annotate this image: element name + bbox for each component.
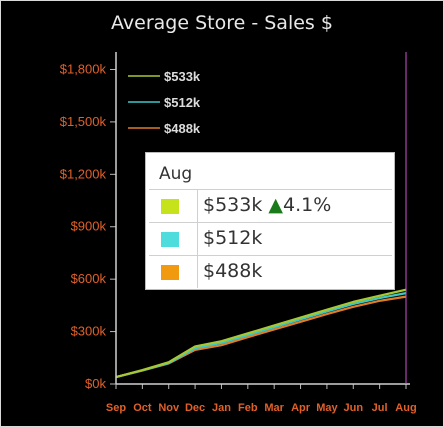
series-swatch <box>161 265 179 280</box>
series-swatch <box>161 199 179 214</box>
tooltip-row: $533k ▲4.1% <box>149 189 392 222</box>
chart-title: Average Store - Sales $ <box>111 12 333 34</box>
tooltip: Aug $533k ▲4.1% $512k $488k <box>145 152 395 290</box>
y-tick-label: $900k <box>71 219 107 234</box>
trend-up-icon: ▲ <box>268 194 284 216</box>
x-tick-label: Aug <box>395 402 416 414</box>
x-tick-label: May <box>316 402 338 414</box>
x-tick-label: Jul <box>372 402 388 414</box>
x-tick-label: Apr <box>291 402 311 414</box>
x-tick-label: Dec <box>185 402 205 414</box>
y-tick-label: $300k <box>71 324 107 339</box>
x-tick-label: Jan <box>212 402 231 414</box>
legend-label: $533k <box>164 69 201 84</box>
x-tick-label: Mar <box>264 402 284 414</box>
tooltip-value: $512k <box>203 227 263 249</box>
change-percent: 4.1% <box>283 194 332 216</box>
series-line <box>115 288 407 379</box>
y-tick-label: $600k <box>71 271 107 286</box>
y-tick-label: $1,800k <box>60 61 107 76</box>
x-tick-label: Sep <box>106 402 126 414</box>
x-tick-label: Jun <box>343 402 363 414</box>
x-tick-label: Oct <box>133 402 152 414</box>
x-tick-label: Feb <box>238 402 258 414</box>
legend-label: $488k <box>164 121 201 136</box>
series-swatch <box>161 232 179 247</box>
tooltip-row: $512k <box>149 222 392 255</box>
y-tick-label: $1,500k <box>60 114 107 129</box>
tooltip-month: Aug <box>159 164 193 184</box>
tooltip-value: $533k ▲4.1% <box>203 194 332 216</box>
y-tick-label: $1,200k <box>60 166 107 181</box>
x-tick-label: Nov <box>158 402 180 414</box>
y-tick-label: $0k <box>85 376 106 391</box>
tooltip-row: $488k <box>149 255 392 288</box>
tooltip-value: $488k <box>203 260 263 282</box>
legend-label: $512k <box>164 95 201 110</box>
